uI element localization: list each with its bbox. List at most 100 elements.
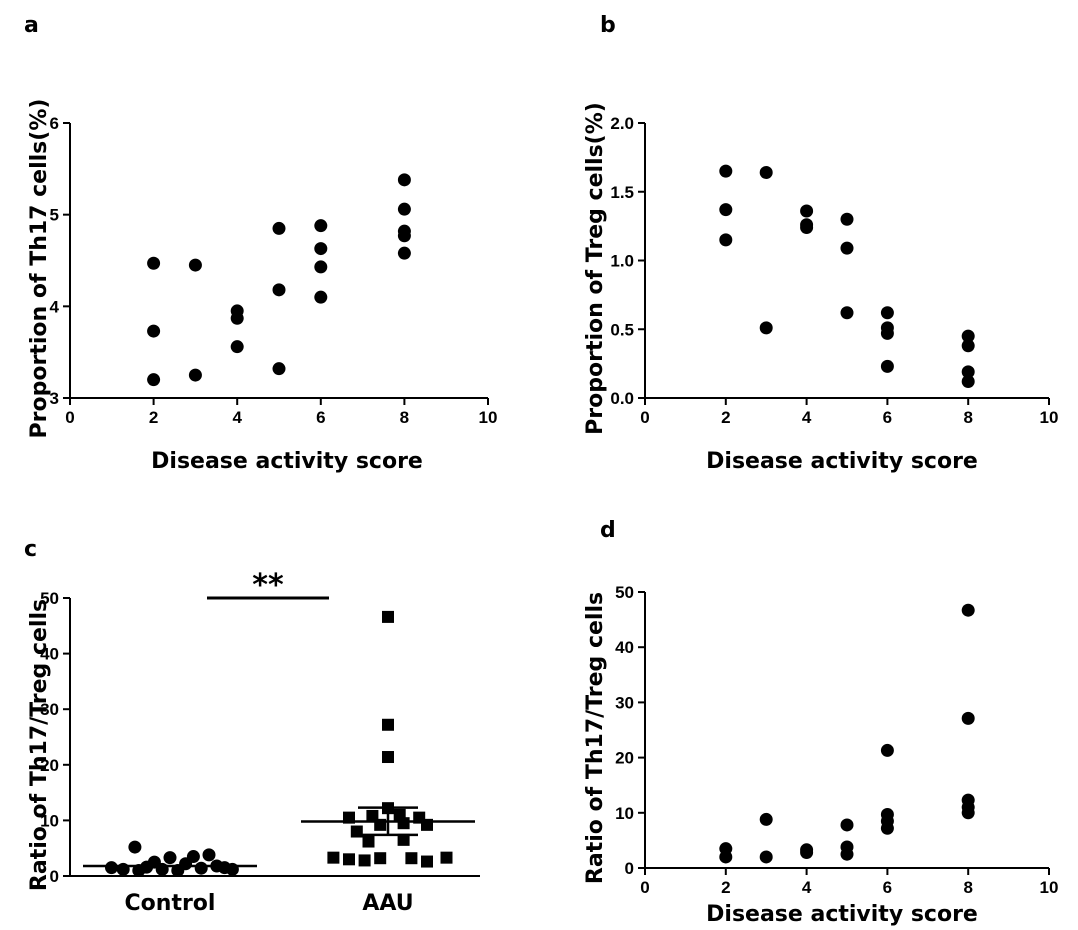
x-tick-label: 6 [883,878,892,897]
x-tick-label: 2 [721,878,730,897]
y-tick-label: 0.5 [610,320,634,339]
y-tick-label: 0 [625,859,634,878]
data-point [374,852,387,865]
data-point [116,862,130,876]
x-tick-label: 8 [963,878,972,897]
data-point [759,850,773,864]
y-tick-label: 10 [615,804,634,823]
data-point [961,711,975,725]
category-label: Control [125,891,216,916]
y-tick-label: 3 [50,389,59,408]
x-axis-label: Disease activity score [151,449,423,474]
data-point [719,233,733,247]
panel-b: b 0 2 4 6 8 10 0.0 0.5 1.0 1.5 2.0 Disease activity… [583,13,1058,474]
x-tick-label: 2 [149,408,158,427]
y-tick-label: 30 [615,693,634,712]
data-point [397,173,411,187]
panel-a: a 0 2 4 6 8 10 3 4 5 6 Disease activity score Propo… [24,13,497,474]
y-tick-label: 1.5 [610,183,634,202]
data-point [880,359,894,373]
data-point [350,825,363,838]
data-point [961,365,975,379]
y-tick-label: 40 [40,645,59,664]
y-tick-label: 0.0 [610,389,634,408]
data-point [314,290,328,304]
data-point [194,861,208,875]
x-tick-label: 6 [316,408,325,427]
plot-c: 0 10 20 30 40 50 Control AAU Ratio of Th17/Treg … [27,568,480,916]
y-tick-label: 6 [50,114,59,133]
data-point [314,219,328,233]
data-point [840,212,854,226]
data-point [382,802,394,815]
data-point [382,751,394,764]
panel-c: c 0 10 20 30 40 50 Control AAU Ratio of Th17/Tre… [24,537,480,916]
panel-letter-c: c [24,537,37,562]
plot-a: 0 2 4 6 8 10 3 4 5 6 Disease activity score Proport… [27,99,497,474]
plot-b: 0 2 4 6 8 10 0.0 0.5 1.0 1.5 2.0 Disease activity s… [583,102,1058,474]
data-point [880,326,894,340]
x-tick-label: 4 [802,878,812,897]
panel-letter-b: b [600,13,616,38]
y-tick-label: 4 [50,297,60,316]
data-point [147,324,161,338]
data-point [397,202,411,216]
data-point [880,306,894,320]
data-point [230,340,244,354]
y-tick-label: 30 [40,700,59,719]
data-point [800,846,814,860]
data-point [314,260,328,274]
panel-letter-d: d [600,518,616,543]
x-tick-label: 0 [640,878,649,897]
data-point [314,242,328,256]
data-point [272,362,286,376]
x-tick-label: 0 [65,408,74,427]
data-point [382,718,394,731]
data-point [155,862,169,876]
data-point [421,855,433,868]
y-axis-label: Ratio of Th17/Treg cells [27,599,52,891]
data-point [961,806,975,820]
data-point [358,854,371,867]
data-point [147,256,161,270]
data-point [840,818,854,832]
data-point [393,808,406,821]
data-point [800,221,814,234]
data-point [128,840,142,854]
y-axis-label: Ratio of Th17/Treg cells [583,592,608,884]
y-axis-label: Proportion of Th17 cells(%) [27,99,52,439]
data-point [961,375,975,388]
x-tick-label: 10 [479,408,498,427]
data-point [202,848,216,862]
data-point [440,851,453,864]
data-point [840,847,854,861]
x-tick-label: 2 [721,408,730,427]
data-point [366,809,379,822]
data-point [961,339,975,353]
data-point [397,246,411,260]
x-tick-label: 8 [963,408,972,427]
category-label: AAU [362,891,413,916]
data-point [225,862,239,876]
data-point [719,850,733,864]
panel-letter-a: a [24,13,39,38]
data-point [327,851,340,864]
data-point [961,329,975,343]
data-point [759,321,773,335]
data-point [880,743,894,757]
data-point [719,203,733,217]
data-point [800,204,814,218]
data-point [272,221,286,235]
data-point [186,850,200,864]
y-tick-label: 0 [50,867,59,886]
data-point [880,821,894,835]
data-point [105,861,118,875]
data-point [163,851,177,865]
y-tick-label: 20 [40,756,59,775]
x-tick-label: 10 [1040,878,1059,897]
data-point [840,306,854,320]
significance-label: ** [252,568,284,603]
y-tick-label: 10 [40,811,59,830]
data-point [413,811,426,824]
